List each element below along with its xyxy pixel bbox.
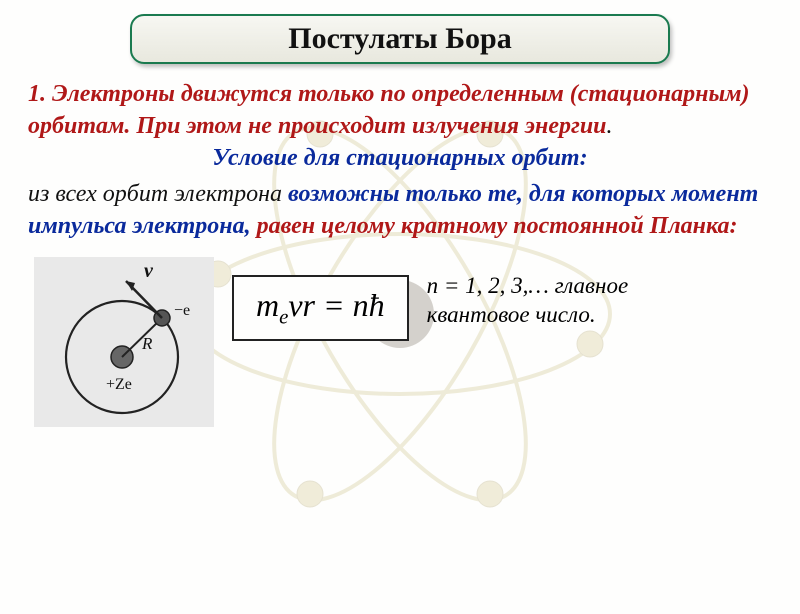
label-minus-e: −e	[174, 302, 190, 319]
condition-heading: Условие для стационарных орбит:	[0, 143, 800, 174]
title-box: Постулаты Бора	[130, 14, 670, 64]
formula-rest: vr = nħ	[288, 287, 384, 323]
orbit-diagram: v −e R +Ze	[34, 257, 214, 432]
p2-seg3: равен целому кратному постоянной Планка:	[251, 213, 738, 239]
quantum-number-note: n = 1, 2, 3,… главное квантовое число.	[427, 257, 772, 331]
quantization-formula: mevr = nħ	[232, 275, 409, 341]
formula-sub: e	[279, 305, 288, 328]
condition-text: Условие для стационарных орбит:	[212, 145, 587, 171]
p2-seg1: из всех орбит электрона	[28, 181, 288, 207]
page-title: Постулаты Бора	[288, 22, 511, 55]
quantum-line2: квантовое число.	[427, 300, 772, 330]
quantum-line1: n = 1, 2, 3,… главное	[427, 271, 772, 301]
lower-row: v −e R +Ze mevr = nħ n = 1, 2, 3,… главн…	[0, 243, 800, 432]
postulate-paragraph-1: 1. Электроны движутся только по определе…	[0, 74, 800, 143]
label-R: R	[141, 334, 153, 353]
label-Ze: +Ze	[106, 376, 132, 393]
p1-seg2: .	[607, 113, 613, 139]
postulate-paragraph-2: из всех орбит электрона возможны только …	[0, 174, 800, 243]
label-v: v	[144, 260, 154, 282]
p1-seg1: 1. Электроны движутся только по определе…	[28, 81, 750, 139]
formula-m: m	[256, 287, 279, 323]
